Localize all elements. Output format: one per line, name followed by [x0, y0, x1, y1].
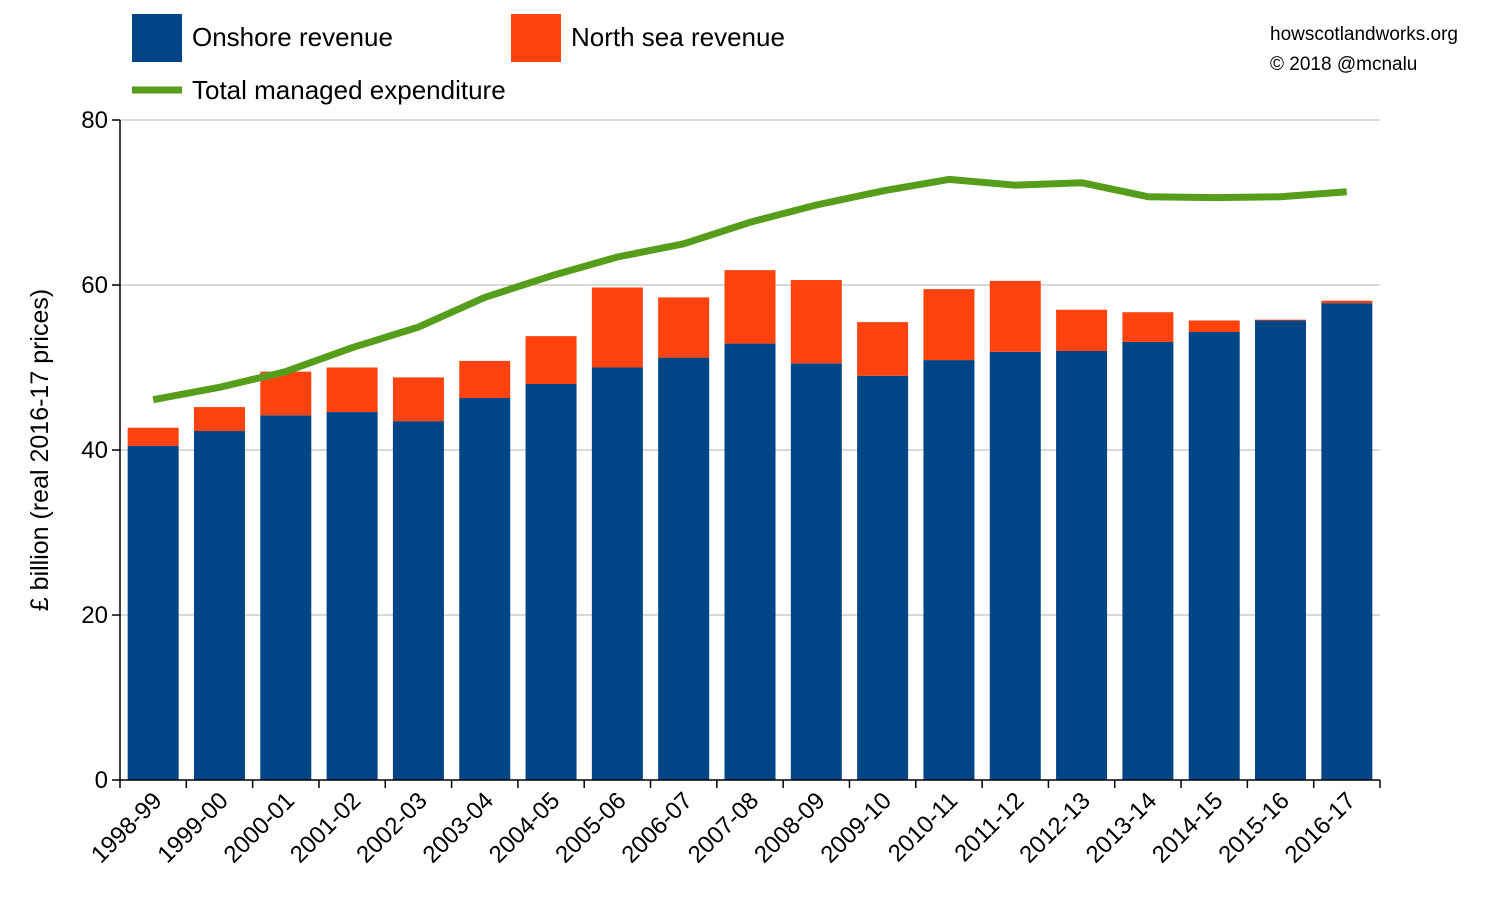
expenditure-line — [152, 175, 1348, 404]
x-tick-label: 2009-10 — [816, 787, 897, 868]
x-tick-label: 2002-03 — [351, 787, 432, 868]
bar-north-sea — [989, 280, 1041, 352]
bar-onshore — [1255, 320, 1307, 780]
legend-label-onshore: Onshore revenue — [192, 22, 393, 52]
series-line-expenditure — [152, 175, 1348, 404]
bar-onshore — [127, 445, 179, 780]
bar-north-sea — [658, 297, 710, 358]
y-tick-label: 60 — [81, 272, 108, 299]
bar-onshore — [260, 415, 312, 780]
legend-label-north-sea: North sea revenue — [571, 22, 785, 52]
bar-onshore — [989, 351, 1041, 780]
bar-north-sea — [591, 287, 643, 368]
bar-north-sea — [923, 289, 975, 361]
bar-north-sea — [127, 427, 179, 446]
bar-north-sea — [1056, 309, 1108, 351]
x-tick-label: 2005-06 — [550, 787, 631, 868]
bar-onshore — [459, 398, 511, 780]
x-tick-label: 2013-14 — [1081, 787, 1162, 868]
bar-onshore — [923, 360, 975, 780]
y-tick-label: 0 — [95, 767, 108, 794]
y-tick-label: 20 — [81, 602, 108, 629]
bar-onshore — [857, 375, 909, 780]
bar-onshore — [724, 343, 776, 780]
y-tick-label: 40 — [81, 437, 108, 464]
bar-onshore — [1188, 332, 1240, 780]
bar-onshore — [658, 357, 710, 780]
bar-north-sea — [724, 270, 776, 344]
bar-north-sea — [459, 360, 511, 399]
bars — [127, 270, 1373, 780]
x-tick-label: 2007-08 — [683, 787, 764, 868]
x-tick-label: 2003-04 — [418, 787, 499, 868]
bar-north-sea — [525, 336, 577, 384]
bar-north-sea — [1122, 312, 1174, 342]
credit-copyright: © 2018 @mcnalu — [1270, 54, 1417, 75]
bar-onshore — [1122, 341, 1174, 780]
x-tick-label: 1998-99 — [86, 787, 167, 868]
bar-north-sea — [392, 377, 444, 422]
bar-north-sea — [1188, 320, 1240, 333]
bar-north-sea — [790, 280, 842, 364]
x-tick-labels: 1998-991999-002000-012001-022002-032003-… — [86, 787, 1361, 868]
x-tick-label: 2014-15 — [1147, 787, 1228, 868]
x-tick-label: 2004-05 — [484, 787, 565, 868]
bar-onshore — [790, 363, 842, 780]
x-tick-label: 2006-07 — [617, 787, 698, 868]
x-tick-label: 2016-17 — [1280, 787, 1361, 868]
bar-onshore — [591, 367, 643, 780]
x-tick-label: 2001-02 — [285, 787, 366, 868]
legend-label-expenditure: Total managed expenditure — [192, 75, 506, 105]
bar-north-sea — [1255, 319, 1307, 321]
bar-onshore — [1056, 351, 1108, 780]
x-tick-label: 2008-09 — [749, 787, 830, 868]
x-tick-label: 2011-12 — [949, 787, 1029, 867]
y-tick-label: 80 — [81, 107, 108, 134]
legend: Onshore revenue North sea revenue Total … — [132, 14, 785, 105]
bar-north-sea — [193, 407, 245, 432]
x-tick-label: 2015-16 — [1213, 787, 1294, 868]
x-tick-label: 2000-01 — [219, 787, 300, 868]
bar-north-sea — [1321, 300, 1373, 304]
y-axis-label: £ billion (real 2016-17 prices) — [26, 289, 54, 611]
bar-onshore — [525, 384, 577, 780]
bar-north-sea — [857, 322, 909, 376]
bar-onshore — [326, 412, 378, 780]
legend-swatch-north-sea — [511, 14, 561, 62]
x-tick-label: 2010-11 — [883, 787, 963, 867]
bar-north-sea — [326, 367, 378, 413]
credit: howscotlandworks.org © 2018 @mcnalu — [1270, 24, 1458, 75]
x-tick-label: 2012-13 — [1014, 787, 1095, 868]
legend-swatch-onshore — [132, 14, 182, 62]
y-tick-labels: 0 20 40 60 80 — [81, 107, 108, 794]
bar-onshore — [193, 431, 245, 780]
bar-onshore — [1321, 303, 1373, 780]
x-tick-label: 1999-00 — [152, 787, 233, 868]
credit-site: howscotlandworks.org — [1270, 24, 1458, 45]
axes — [112, 119, 1381, 788]
bar-onshore — [392, 421, 444, 780]
